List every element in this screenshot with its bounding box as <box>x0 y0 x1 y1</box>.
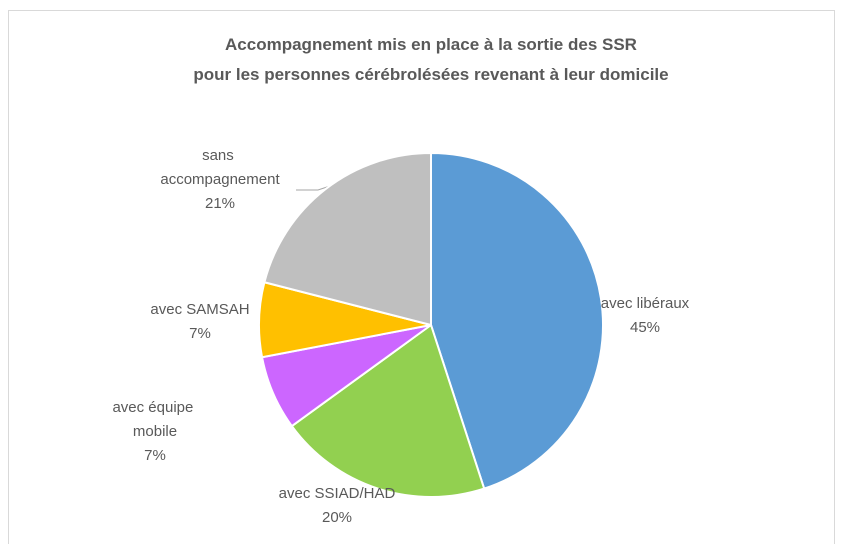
chart-title: pour les personnes cérébrolésées revenan… <box>193 65 668 84</box>
leader-line <box>296 185 331 191</box>
slice-value-label: 7% <box>144 447 166 464</box>
slice-label: avec libéraux <box>601 295 690 312</box>
chart-title: Accompagnement mis en place à la sortie … <box>225 35 637 54</box>
slice-value-label: 21% <box>205 195 235 212</box>
slice-label: avec SSIAD/HAD <box>279 485 396 502</box>
slice-label: avec équipe mobile <box>112 399 197 440</box>
pie-slice <box>290 323 486 498</box>
slice-value-label: 45% <box>630 319 660 336</box>
pie-slice <box>263 151 432 327</box>
slice-label: avec SAMSAH <box>150 301 249 318</box>
slice-value-label: 7% <box>189 325 211 342</box>
slice-value-label: 20% <box>322 509 352 526</box>
pie-slice <box>430 151 605 490</box>
slice-label: sans accompagnement <box>160 147 280 188</box>
